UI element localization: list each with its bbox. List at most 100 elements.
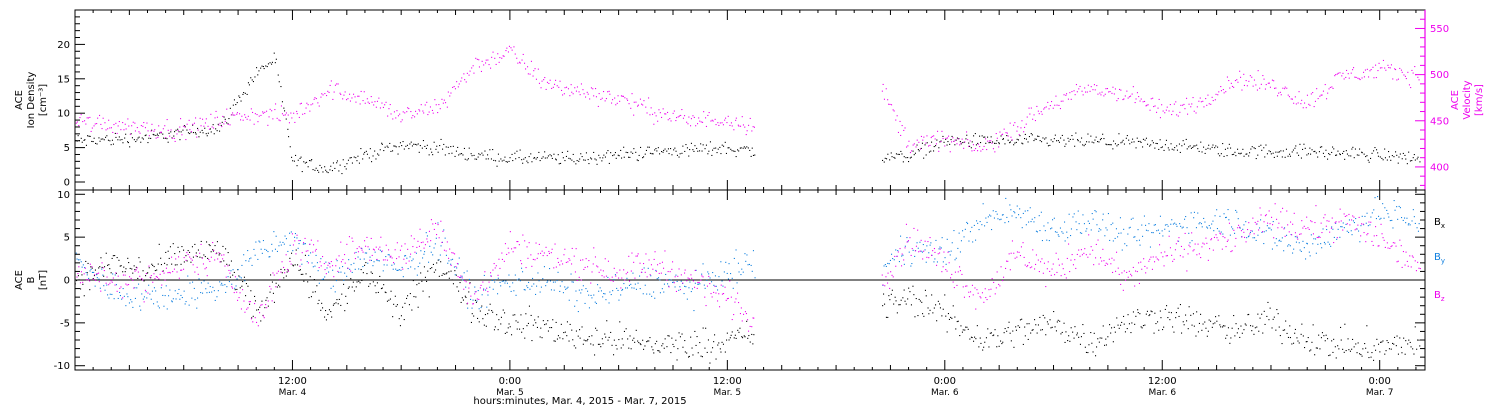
- data-point-bz-693: [1081, 254, 1083, 256]
- data-point-ion-density-375: [584, 159, 586, 161]
- data-point-ion-density-70: [170, 131, 172, 133]
- data-point-by-674: [1057, 234, 1059, 236]
- data-point-velocity-542: [938, 150, 940, 152]
- data-point-ion-density-82: [186, 129, 188, 131]
- data-point-velocity-391: [607, 91, 609, 93]
- data-point-bz-941: [1396, 261, 1398, 263]
- data-point-bx-287: [438, 275, 440, 277]
- data-point-velocity-8: [86, 117, 88, 119]
- data-point-bx-259: [403, 319, 405, 321]
- data-point-velocity-639: [1070, 98, 1072, 100]
- data-point-velocity-599: [1016, 130, 1018, 132]
- data-point-ion-density-238: [398, 146, 400, 148]
- data-point-velocity-872: [1387, 64, 1389, 66]
- data-point-bx-487: [692, 354, 694, 356]
- data-point-by-859: [1292, 252, 1294, 254]
- data-point-bx-405: [588, 336, 590, 338]
- data-point-velocity-292: [472, 65, 474, 67]
- data-point-bx-850: [1279, 335, 1281, 337]
- data-point-bx-531: [748, 335, 750, 337]
- data-point-velocity-65: [164, 125, 166, 127]
- data-point-by-660: [1039, 230, 1041, 232]
- data-point-velocity-791: [1277, 95, 1279, 97]
- data-point-bx-400: [582, 343, 584, 345]
- data-point-bx-581: [939, 303, 941, 305]
- data-point-by-651: [1028, 221, 1030, 223]
- data-point-bz-384: [563, 254, 565, 256]
- data-point-by-824: [1247, 236, 1249, 238]
- data-point-ion-density-577: [985, 142, 987, 144]
- data-point-bx-461: [659, 351, 661, 353]
- data-point-bz-0: [76, 276, 78, 278]
- data-point-ion-density-40: [129, 146, 131, 148]
- data-point-bx-821: [1243, 329, 1245, 331]
- data-point-velocity-395: [612, 99, 614, 101]
- data-point-by-9: [86, 274, 88, 276]
- data-point-ion-density-788: [1272, 152, 1274, 154]
- data-point-velocity-635: [1065, 94, 1067, 96]
- data-point-by-895: [1337, 228, 1339, 230]
- data-point-bz-641: [1016, 256, 1018, 258]
- data-point-bx-953: [1410, 346, 1412, 348]
- data-point-bx-872: [1307, 337, 1309, 339]
- data-point-velocity-256: [423, 112, 425, 114]
- data-point-ion-density-889: [1409, 160, 1411, 162]
- data-point-bx-556: [907, 298, 909, 300]
- data-point-velocity-263: [432, 112, 434, 114]
- data-point-bz-305: [463, 288, 465, 290]
- data-point-ion-density-239: [399, 142, 401, 144]
- data-point-velocity-825: [1322, 90, 1324, 92]
- data-point-bx-353: [522, 328, 524, 330]
- data-point-ion-density-378: [588, 163, 590, 165]
- data-point-by-805: [1223, 213, 1225, 215]
- data-point-bx-628: [998, 345, 1000, 347]
- data-point-by-344: [512, 282, 514, 284]
- data-point-bx-241: [380, 288, 382, 290]
- data-point-by-853: [1284, 227, 1286, 229]
- data-point-velocity-760: [1234, 80, 1236, 82]
- data-point-by-422: [610, 294, 612, 296]
- data-point-bz-50: [139, 275, 141, 277]
- data-point-velocity-616: [1038, 113, 1040, 115]
- data-point-by-955: [1413, 216, 1415, 218]
- data-point-ion-density-761: [1235, 155, 1237, 157]
- data-point-bx-532: [749, 341, 751, 343]
- data-point-bx-551: [900, 299, 902, 301]
- data-point-by-599: [962, 230, 964, 232]
- data-point-bx-569: [923, 315, 925, 317]
- data-point-velocity-467: [710, 120, 712, 122]
- data-point-ion-density-293: [473, 154, 475, 156]
- data-point-by-827: [1251, 230, 1253, 232]
- data-point-bz-135: [247, 307, 249, 309]
- data-point-velocity-169: [305, 107, 307, 109]
- data-point-bx-404: [587, 338, 589, 340]
- data-point-bz-573: [929, 237, 931, 239]
- data-point-bz-603: [968, 291, 970, 293]
- data-point-ion-density-165: [299, 157, 301, 159]
- data-point-ion-density-158: [289, 146, 291, 148]
- data-point-velocity-751: [1222, 89, 1224, 91]
- data-point-bz-581: [939, 248, 941, 250]
- data-point-velocity-650: [1085, 91, 1087, 93]
- data-point-by-201: [330, 287, 332, 289]
- data-point-bx-122: [229, 276, 231, 278]
- data-point-by-554: [904, 245, 906, 247]
- data-point-bx-231: [368, 285, 370, 287]
- data-point-by-734: [1133, 236, 1135, 238]
- data-point-bx-77: [172, 243, 174, 245]
- data-point-by-527: [744, 253, 746, 255]
- data-point-ion-density-164: [297, 159, 299, 161]
- data-point-bx-393: [573, 345, 575, 347]
- data-point-bx-613: [979, 337, 981, 339]
- data-point-bz-950: [1407, 265, 1409, 267]
- data-point-ion-density-552: [951, 135, 953, 137]
- data-point-bx-703: [1093, 332, 1095, 334]
- data-point-velocity-112: [227, 123, 229, 125]
- data-point-bx-431: [621, 338, 623, 340]
- data-point-by-452: [649, 293, 651, 295]
- data-point-velocity-711: [1168, 110, 1170, 112]
- data-point-bz-760: [1166, 255, 1168, 257]
- data-point-ion-density-501: [882, 159, 884, 161]
- data-point-velocity-519: [907, 145, 909, 147]
- data-point-by-698: [1087, 220, 1089, 222]
